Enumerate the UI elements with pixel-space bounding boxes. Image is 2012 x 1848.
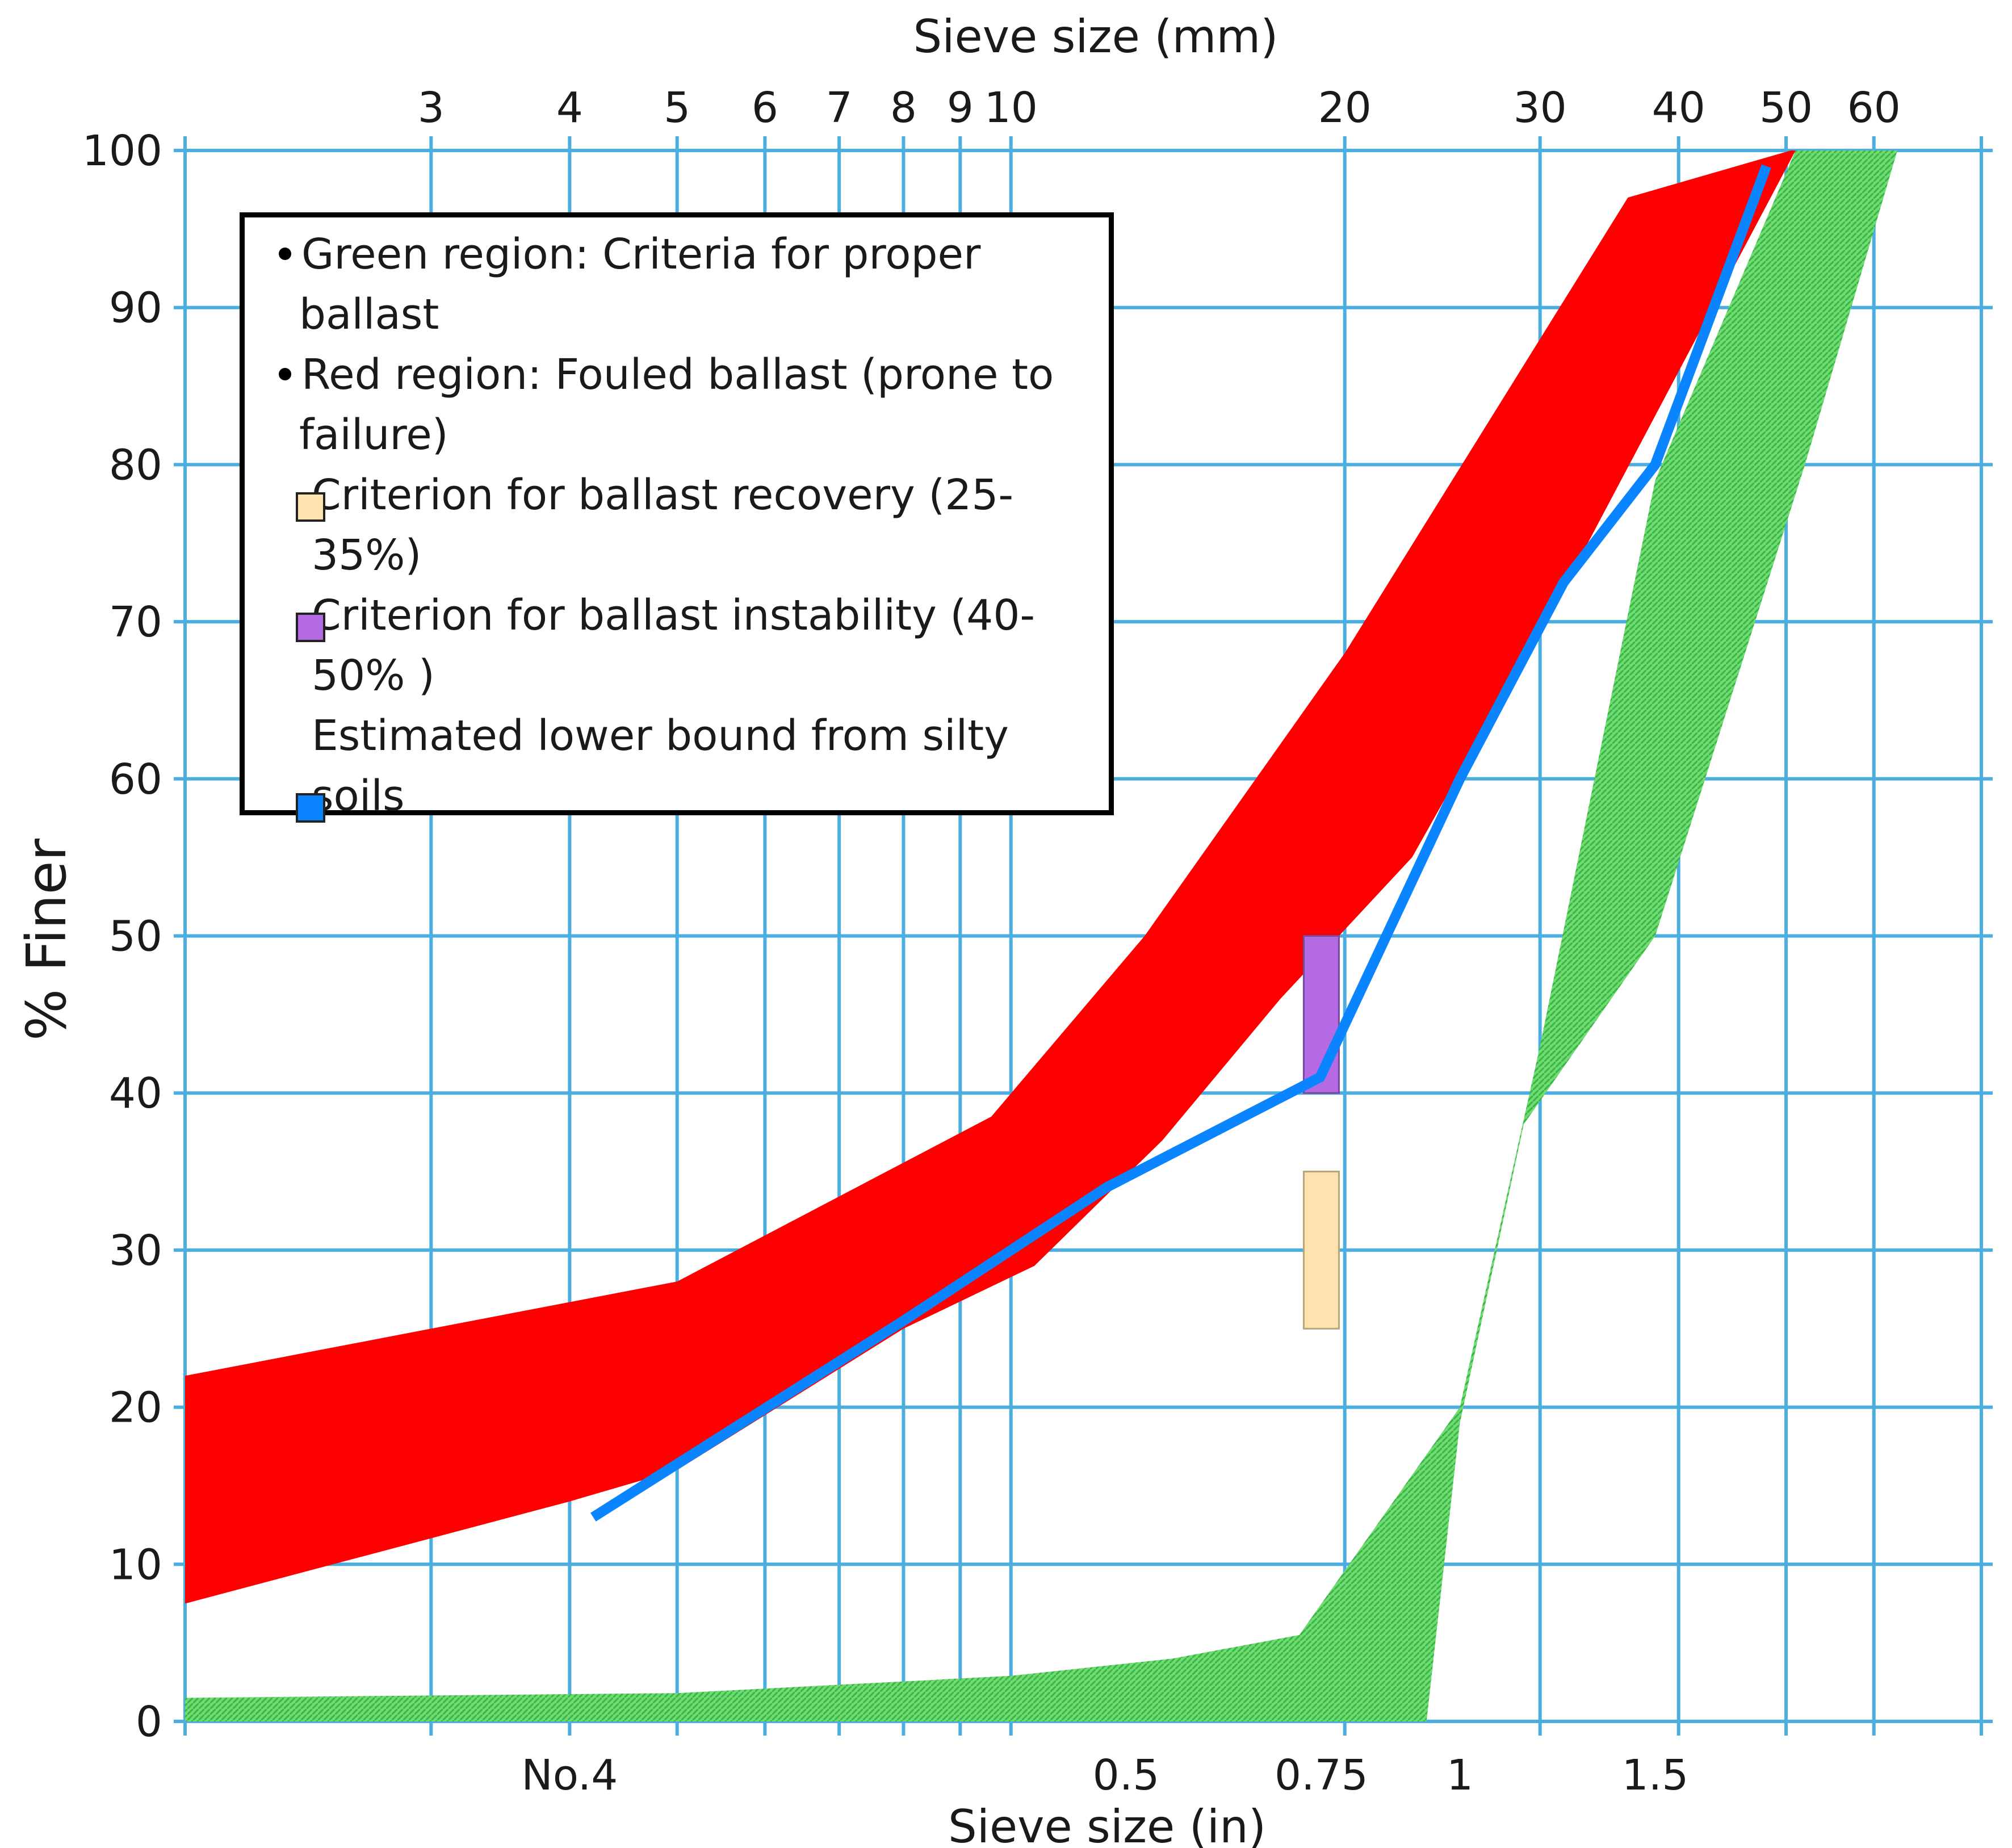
top-tick-label: 40 [1652, 83, 1705, 132]
recovery-swatch-icon [296, 492, 325, 522]
top-axis-title: Sieve size (mm) [913, 10, 1278, 63]
top-tick-label: 6 [752, 83, 778, 132]
y-tick-label: 90 [109, 284, 162, 333]
legend-item-green-region: Green region: Criteria for proper ballas… [267, 224, 1095, 345]
region-layer [185, 150, 1913, 1721]
y-tick-label: 100 [82, 127, 162, 175]
bottom-tick-label: 0.75 [1275, 1751, 1368, 1800]
silty-swatch-icon [296, 793, 325, 823]
y-tick-label: 40 [109, 1069, 162, 1118]
legend-item-instability: Criterion for ballast instability (40-50… [267, 585, 1095, 706]
legend-red-text: Red region: Fouled ballast (prone to fai… [299, 350, 1054, 459]
y-tick-label: 50 [109, 912, 162, 961]
top-tick-label: 4 [556, 83, 583, 132]
legend-item-silty-bound: Estimated lower bound from silty soils [267, 706, 1095, 826]
y-tick-label: 30 [109, 1226, 162, 1275]
y-tick-label: 20 [109, 1384, 162, 1432]
y-axis-title: % Finer [15, 838, 78, 1041]
top-tick-label: 8 [890, 83, 917, 132]
top-tick-label: 10 [984, 83, 1038, 132]
y-tick-label: 70 [109, 598, 162, 647]
top-tick-label: 20 [1318, 83, 1372, 132]
legend-item-recovery: Criterion for ballast recovery (25-35%) [267, 465, 1095, 585]
top-tick-label: 3 [418, 83, 445, 132]
line-layer [590, 164, 1771, 1522]
legend-instability-text: Criterion for ballast instability (40-50… [312, 591, 1036, 700]
red-region-band [185, 150, 1796, 1604]
top-tick-label: 30 [1514, 83, 1567, 132]
bullet-icon [279, 248, 291, 261]
y-tick-label: 10 [109, 1540, 162, 1589]
instability-swatch-icon [296, 613, 325, 642]
top-tick-label: 60 [1847, 83, 1901, 132]
legend-green-text: Green region: Criteria for proper ballas… [299, 230, 981, 339]
legend-recovery-text: Criterion for ballast recovery (25-35%) [312, 471, 1014, 580]
bottom-tick-label: No.4 [521, 1751, 618, 1800]
legend-silty-text: Estimated lower bound from silty soils [312, 711, 1009, 820]
top-tick-label: 9 [947, 83, 974, 132]
bottom-tick-label: 1.5 [1622, 1751, 1689, 1800]
y-tick-label: 80 [109, 441, 162, 489]
bottom-axis-title: Sieve size (in) [948, 1800, 1266, 1848]
bullet-icon [279, 368, 291, 381]
top-tick-label: 50 [1759, 83, 1813, 132]
green-region-band [185, 150, 1913, 1721]
recovery-criterion-bar [1302, 1171, 1340, 1330]
legend: Green region: Criteria for proper ballas… [240, 212, 1114, 823]
criterion-bars [1302, 935, 1340, 1330]
legend-item-red-region: Red region: Fouled ballast (prone to fai… [267, 345, 1095, 465]
bottom-tick-label: 0.5 [1093, 1751, 1160, 1800]
bottom-tick-label: 1 [1447, 1751, 1473, 1800]
y-tick-label: 0 [136, 1698, 162, 1746]
top-tick-label: 5 [664, 83, 690, 132]
silty-soils-lower-bound-line [590, 164, 1771, 1522]
y-tick-label: 60 [109, 755, 162, 804]
top-tick-label: 7 [826, 83, 853, 132]
